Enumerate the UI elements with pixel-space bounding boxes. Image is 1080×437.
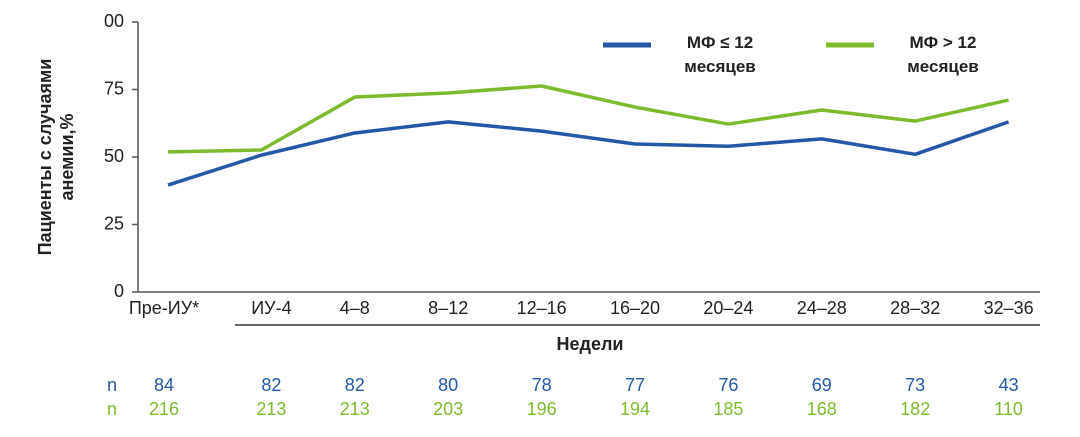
n-value: 185	[713, 399, 743, 419]
n-value: 203	[433, 399, 463, 419]
y-tick-label: 0	[114, 281, 124, 301]
data-line	[167, 120, 1010, 187]
n-value: 216	[149, 399, 179, 419]
x-tick-label: 8–12	[428, 298, 468, 318]
n-value: 73	[905, 375, 925, 395]
y-axis-label: анемии,%	[57, 113, 77, 200]
n-value: 110	[994, 399, 1023, 419]
n-value: 213	[256, 399, 286, 419]
n-value: 182	[900, 399, 930, 419]
y-axis-label: Пациенты с случаями	[35, 59, 55, 256]
n-value: 69	[812, 375, 832, 395]
n-label: n	[107, 399, 117, 419]
y-tick-label: 00	[104, 11, 124, 31]
n-value: 82	[261, 375, 281, 395]
legend-label: МФ ≤ 12 месяцев	[684, 33, 756, 76]
x-tick-label: 16–20	[610, 298, 660, 318]
n-value: 80	[438, 375, 458, 395]
x-tick-label: 28–32	[890, 298, 940, 318]
y-tick-label: 25	[104, 213, 124, 233]
n-value: 76	[718, 375, 738, 395]
n-value: 78	[532, 375, 552, 395]
x-tick-label: ИУ-4	[251, 298, 291, 318]
x-tick-label: 24–28	[797, 298, 847, 318]
n-value: 196	[527, 399, 557, 419]
n-value: 168	[807, 399, 837, 419]
x-tick-label: Пре-ИУ*	[129, 298, 199, 318]
n-label: n	[107, 375, 117, 395]
n-value: 82	[345, 375, 365, 395]
n-value: 84	[154, 375, 174, 395]
y-tick-label: 75	[104, 78, 124, 98]
n-value: 213	[340, 399, 370, 419]
y-tick-label: 50	[104, 146, 124, 166]
legend-label: МФ > 12 месяцев	[907, 33, 979, 76]
x-tick-label: 20–24	[703, 298, 753, 318]
data-line	[167, 84, 1009, 154]
n-value: 43	[999, 375, 1019, 395]
x-tick-label: 32–36	[984, 298, 1034, 318]
n-value: 77	[625, 375, 645, 395]
x-axis-label: Недели	[557, 334, 624, 354]
x-tick-label: 4–8	[340, 298, 370, 318]
n-value: 194	[620, 399, 650, 419]
x-tick-label: 12–16	[517, 298, 567, 318]
